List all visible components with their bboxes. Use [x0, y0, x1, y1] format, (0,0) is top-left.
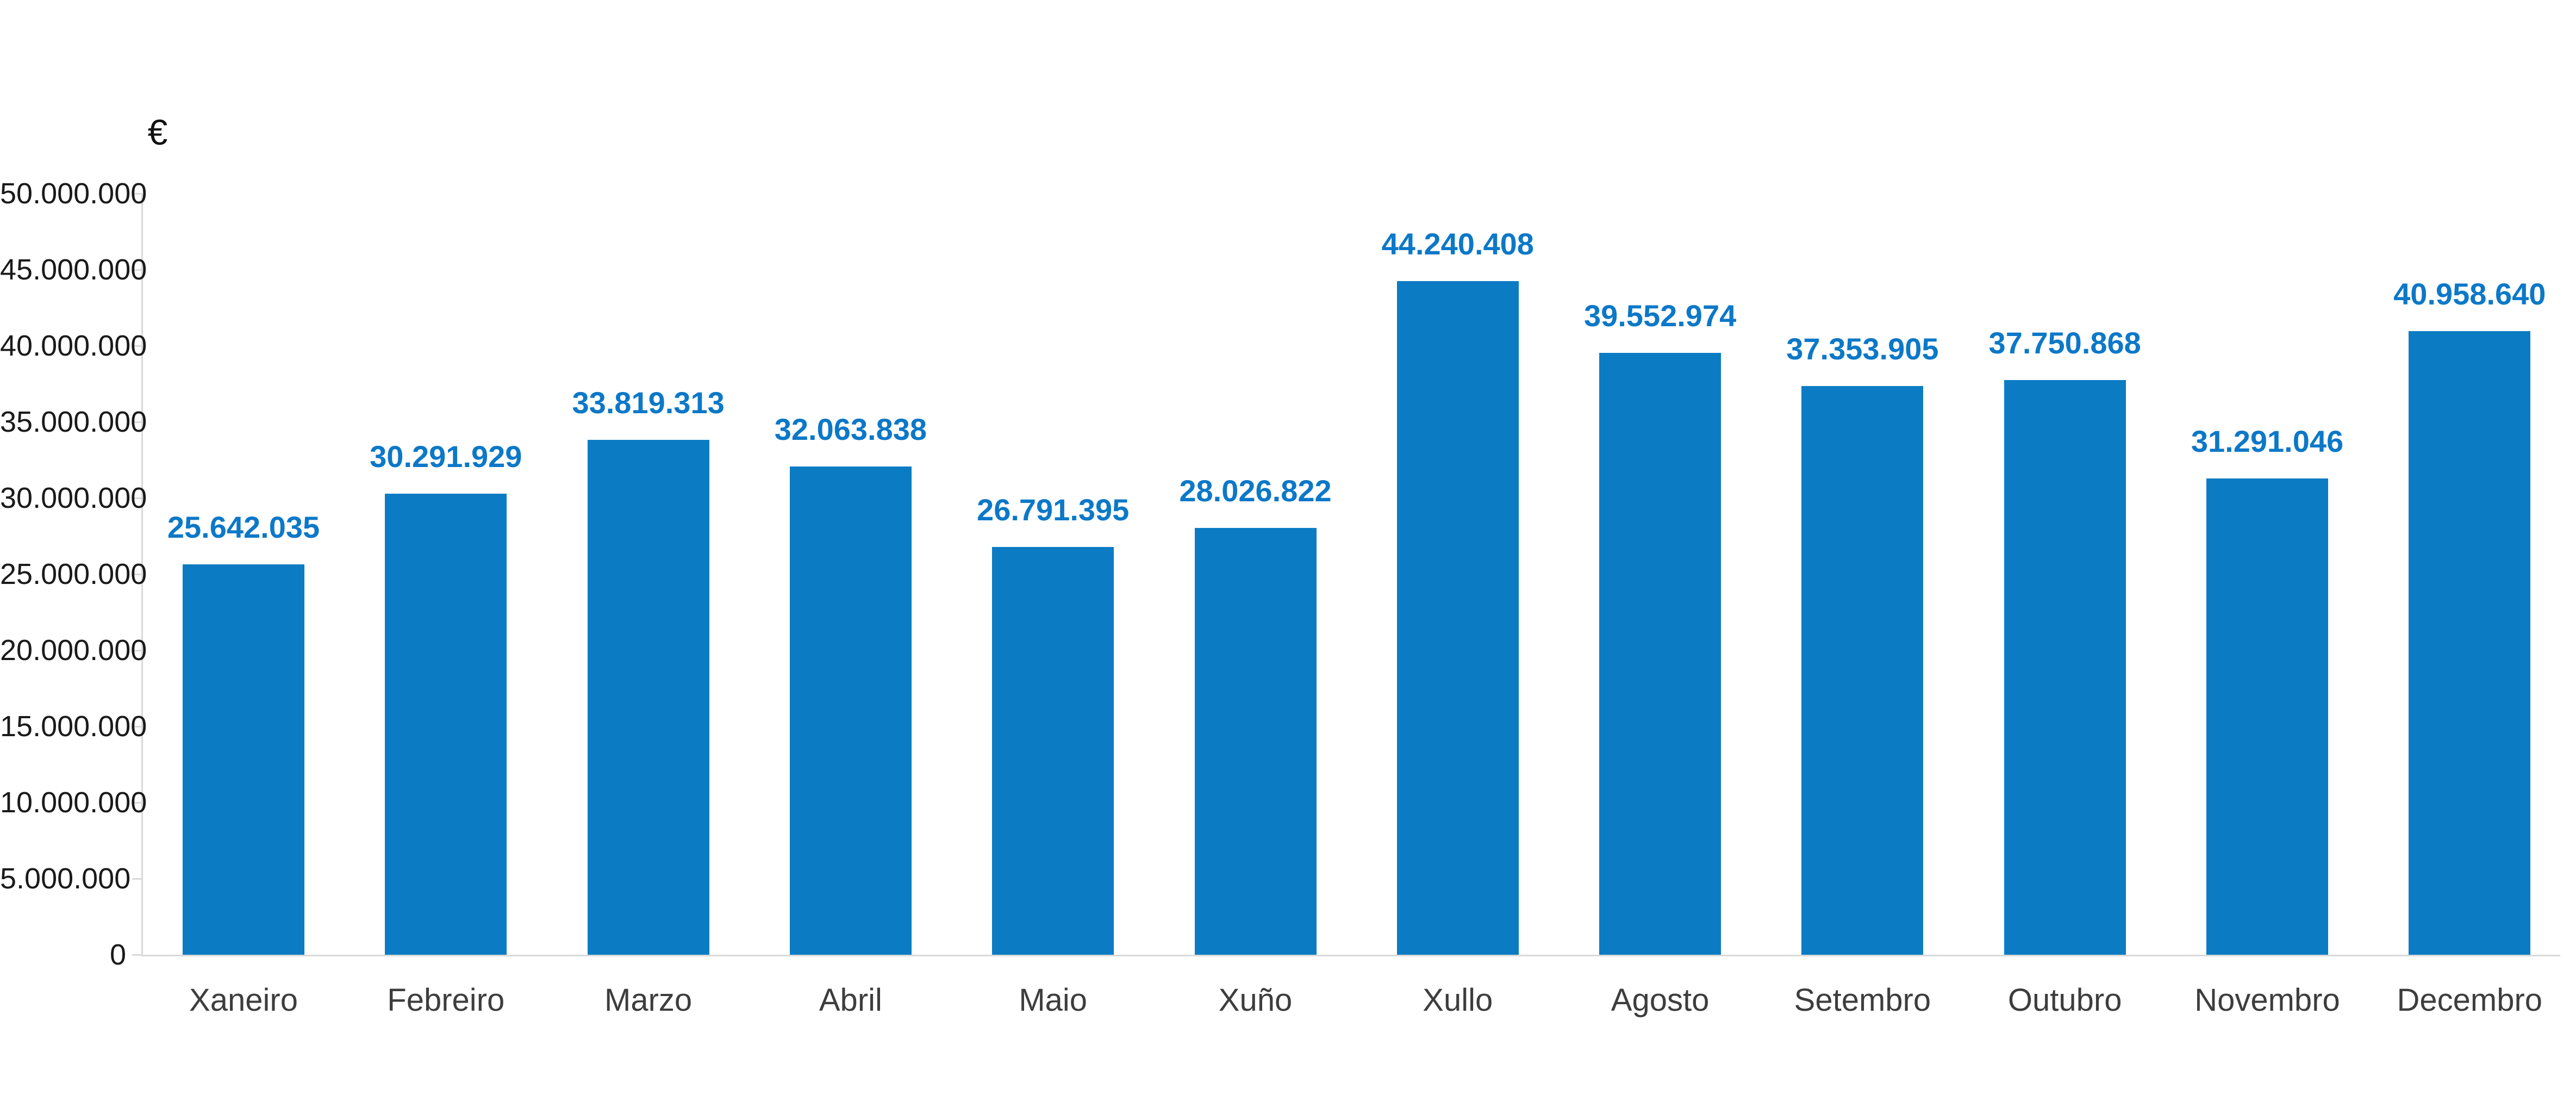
bar-value-label: 37.353.905 [1786, 332, 1939, 366]
bar-xaneiro [183, 564, 304, 955]
x-category-label: Setembro [1794, 982, 1931, 1018]
bar-value-label: 37.750.868 [1988, 325, 2141, 360]
bar-agosto [1599, 352, 1722, 955]
bar-abril [789, 466, 912, 955]
bar-decembro [2409, 331, 2531, 955]
bar-value-label: 32.063.838 [774, 412, 927, 447]
y-tick-label: 25.000.000 [0, 558, 147, 590]
bar-value-label: 25.642.035 [167, 510, 320, 545]
bar-value-label: 26.791.395 [977, 492, 1130, 527]
y-tick-label: 50.000.000 [0, 177, 147, 210]
x-category-label: Febreiro [387, 982, 505, 1018]
y-tick-label: 30.000.000 [0, 482, 147, 514]
y-tick-mark [132, 801, 142, 804]
y-tick-mark [132, 878, 142, 880]
x-category-label: Xullo [1423, 982, 1493, 1018]
bar-outubro [2004, 380, 2126, 955]
y-tick-label: 0 [109, 938, 126, 971]
x-category-label: Outubro [2007, 982, 2122, 1018]
x-category-label: Abril [819, 982, 882, 1018]
x-category-label: Agosto [1611, 982, 1710, 1018]
y-tick-mark [132, 269, 142, 271]
bar-value-label: 30.291.929 [370, 439, 522, 474]
bar-febreiro [385, 493, 507, 955]
y-tick-label: 40.000.000 [0, 329, 147, 362]
y-tick-mark [132, 649, 142, 651]
x-axis-line [141, 955, 2560, 956]
bar-value-label: 33.819.313 [572, 385, 725, 420]
x-category-label: Maio [1019, 982, 1088, 1018]
y-tick-label: 10.000.000 [0, 786, 147, 819]
x-category-label: Decembro [2397, 982, 2543, 1018]
bar-value-label: 28.026.822 [1179, 474, 1332, 508]
x-category-label: Xaneiro [189, 982, 298, 1018]
y-tick-label: 35.000.000 [0, 406, 147, 438]
y-tick-label: 45.000.000 [0, 253, 147, 286]
y-tick-mark [132, 954, 142, 956]
x-category-label: Xuño [1218, 982, 1293, 1018]
bar-value-label: 39.552.974 [1583, 298, 1737, 333]
y-axis-title: € [147, 112, 168, 152]
bar-setembro [1801, 386, 1924, 955]
bar-xuno [1194, 528, 1317, 955]
bar-value-label: 40.958.640 [2393, 277, 2546, 312]
y-tick-label: 5.000.000 [0, 862, 131, 895]
y-tick-label: 15.000.000 [0, 710, 147, 743]
y-tick-mark [132, 192, 142, 195]
bar-novembro [2206, 478, 2328, 955]
bar-maio [992, 546, 1114, 955]
bar-xullo [1396, 281, 1519, 955]
y-tick-mark [132, 725, 142, 727]
y-tick-mark [132, 497, 142, 499]
x-category-label: Novembro [2194, 982, 2340, 1018]
x-category-label: Marzo [604, 982, 693, 1018]
y-tick-mark [132, 421, 142, 423]
y-tick-label: 20.000.000 [0, 634, 147, 667]
y-tick-mark [132, 573, 142, 575]
y-tick-mark [132, 345, 142, 347]
bar-value-label: 44.240.408 [1381, 227, 1534, 262]
bar-marzo [587, 440, 709, 955]
bar-value-label: 31.291.046 [2191, 424, 2344, 458]
